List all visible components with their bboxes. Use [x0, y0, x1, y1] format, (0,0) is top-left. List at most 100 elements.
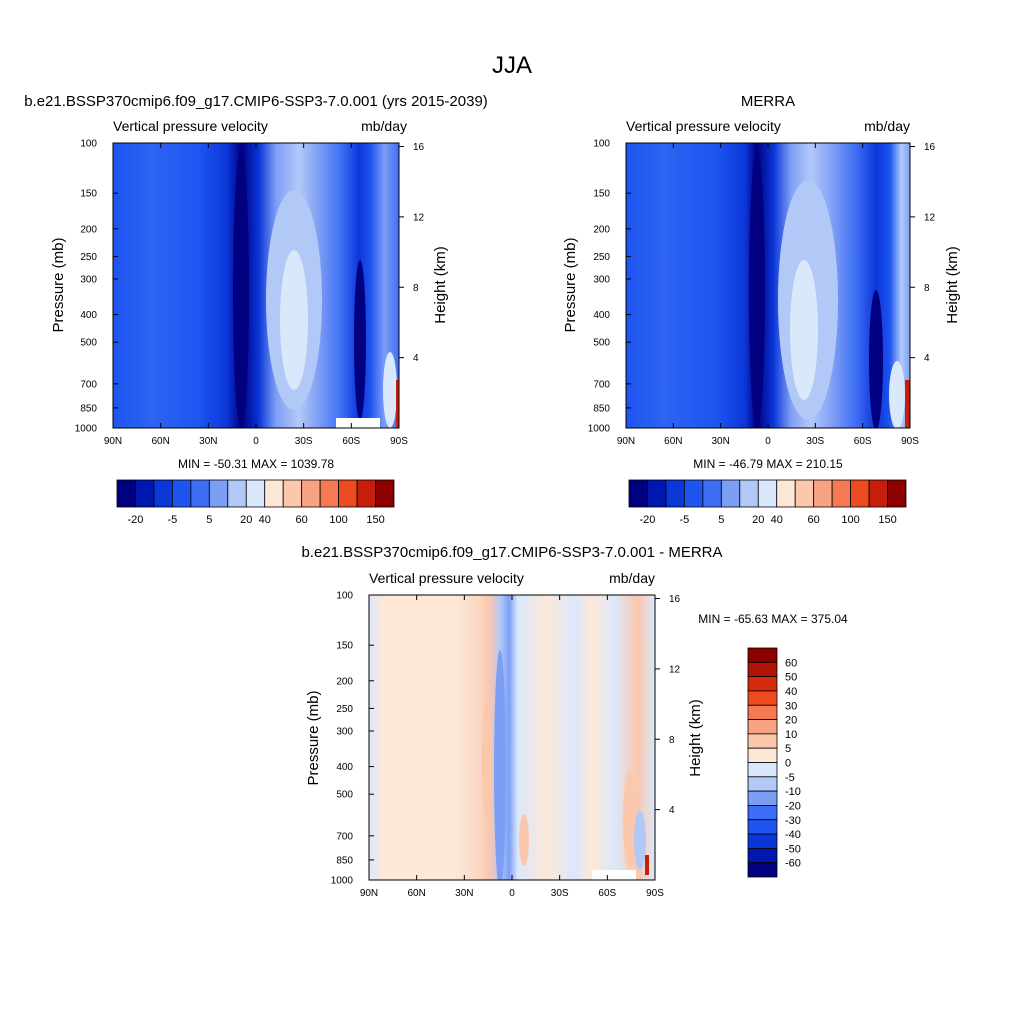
colorbar-label: 5	[206, 514, 212, 526]
x-tick-label: 0	[765, 436, 771, 447]
y-tick-label: 500	[593, 338, 610, 349]
stats-label: MIN = -65.63 MAX = 375.04	[698, 612, 848, 626]
colorbar-swatch	[208, 479, 229, 508]
colorbar-label: 5	[718, 514, 724, 526]
panel-title: b.e21.BSSP370cmip6.f09_g17.CMIP6-SSP3-7.…	[301, 544, 722, 561]
colorbar-swatch	[227, 479, 247, 508]
colorbar-swatch	[647, 479, 667, 508]
y-ticks: 100 150 200 250 300 400 500 700 850 1000	[75, 139, 118, 435]
colorbar-swatch	[831, 479, 852, 508]
colorbar-swatch	[720, 479, 741, 508]
colorbar-label: 150	[366, 514, 384, 526]
colorbar-swatch	[747, 847, 778, 864]
x-tick-label: 30N	[199, 436, 217, 447]
colorbar-swatch	[747, 676, 778, 692]
y-tick-label: 850	[593, 403, 610, 414]
colorbar-swatch	[747, 719, 778, 735]
y-tick-label: 400	[336, 762, 353, 773]
contour-field	[369, 595, 655, 880]
colorbar-swatch	[794, 479, 815, 508]
colorbar-swatch	[739, 479, 759, 508]
colorbar-swatch	[319, 479, 339, 508]
colorbar-label: 10	[785, 729, 797, 741]
colorbar-label: 60	[808, 514, 820, 526]
colorbar-label: -5	[785, 772, 795, 784]
y-tick-label: 300	[336, 726, 353, 737]
y-ticks: 100 150 200 250 300 400 500 700 850 1000	[331, 591, 374, 887]
panel-left-label: Vertical pressure velocity	[369, 570, 524, 586]
x-tick-label: 0	[509, 888, 515, 899]
colorbar-label: -10	[785, 786, 801, 798]
colorbar-swatch	[747, 647, 778, 663]
colorbar-swatch	[702, 479, 722, 508]
colorbar-label: -30	[785, 815, 801, 827]
x-tick-label: 60N	[151, 436, 169, 447]
colorbar-swatch	[116, 479, 136, 508]
colorbar-swatch	[747, 805, 778, 821]
colorbar-label: -60	[785, 858, 801, 870]
y-tick-label: 700	[80, 379, 97, 390]
y-right-tick-label: 8	[413, 283, 419, 294]
colorbar-swatch	[747, 862, 778, 878]
x-tick-label: 30S	[295, 436, 313, 447]
x-tick-label: 60N	[407, 888, 425, 899]
panel-title: MERRA	[741, 93, 795, 110]
colorbar-swatch	[747, 762, 778, 778]
y-tick-label: 700	[336, 831, 353, 842]
x-tick-label: 90S	[646, 888, 664, 899]
colorbar-label: 50	[785, 672, 797, 684]
stats-label: MIN = -50.31 MAX = 1039.78	[178, 457, 334, 471]
colorbar-label: 40	[785, 686, 797, 698]
y-axis-label: Pressure (mb)	[305, 690, 322, 785]
colorbar-swatch	[747, 661, 778, 678]
y-tick-label: 1000	[588, 424, 611, 435]
panel-left-label: Vertical pressure velocity	[626, 118, 781, 134]
colorbar-swatch	[684, 479, 704, 508]
y-tick-label: 200	[593, 224, 610, 235]
colorbar-swatch	[868, 479, 888, 508]
x-ticks: 90N 60N 30N 0 30S 60S 90S	[104, 143, 408, 447]
colorbar-swatch	[264, 479, 284, 508]
colorbar-label: 30	[785, 700, 797, 712]
y-tick-label: 700	[593, 379, 610, 390]
panel-model: b.e21.BSSP370cmip6.f09_g17.CMIP6-SSP3-7.…	[24, 93, 488, 526]
colorbar-swatch	[747, 733, 778, 749]
colorbar-swatch	[665, 479, 685, 508]
panel-right-label: mb/day	[361, 118, 407, 134]
colorbar-label: 5	[785, 743, 791, 755]
y-right-tick-label: 12	[669, 664, 681, 675]
x-tick-label: 90S	[901, 436, 919, 447]
y-right-tick-label: 12	[924, 212, 936, 223]
panel-difference: b.e21.BSSP370cmip6.f09_g17.CMIP6-SSP3-7.…	[301, 544, 848, 899]
colorbar-swatch	[747, 690, 778, 706]
colorbar-label: 0	[785, 758, 791, 770]
x-tick-label: 90N	[617, 436, 635, 447]
y-tick-label: 850	[336, 855, 353, 866]
x-tick-label: 60S	[342, 436, 360, 447]
colorbar: -20 -5 5 20 40 60 100 150	[116, 479, 395, 526]
y-right-tick-label: 8	[924, 283, 930, 294]
y-right-tick-label: 8	[669, 735, 675, 746]
colorbar-swatch	[850, 479, 870, 508]
panel-right-label: mb/day	[609, 570, 655, 586]
colorbar-swatch	[356, 479, 376, 508]
colorbar-swatch	[747, 747, 778, 763]
x-tick-label: 30S	[806, 436, 824, 447]
colorbar-swatch	[628, 479, 648, 508]
panel-left-label: Vertical pressure velocity	[113, 118, 268, 134]
colorbar-label: 100	[841, 514, 859, 526]
y-tick-label: 300	[593, 274, 610, 285]
panel-observation: MERRA Vertical pressure velocity mb/day …	[562, 93, 961, 526]
y-right-tick-label: 4	[669, 805, 675, 816]
colorbar-label: -40	[785, 829, 801, 841]
y-tick-label: 150	[80, 189, 97, 200]
y-right-tick-label: 16	[669, 594, 681, 605]
y-ticks: 100 150 200 250 300 400 500 700 850 1000	[588, 139, 631, 435]
colorbar-swatch	[190, 479, 210, 508]
y-tick-label: 100	[593, 139, 610, 150]
x-ticks: 90N 60N 30N 0 30S 60S 90S	[360, 595, 664, 899]
y-right-tick-label: 4	[924, 353, 930, 364]
y-tick-label: 1000	[75, 424, 98, 435]
